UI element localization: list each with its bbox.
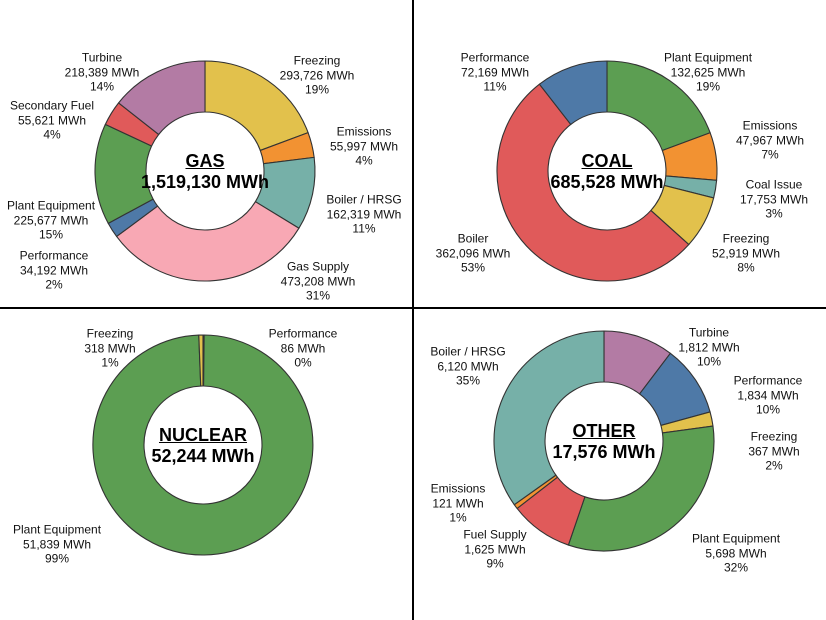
donut-slice-gas-turbine [118,60,206,136]
donut-other [493,330,715,552]
grid-divider-horizontal [0,307,826,309]
donut-slice-other-plant-equipment [567,425,715,552]
donut-coal [496,60,718,282]
donut-nuclear [92,334,314,556]
donut-slice-coal-plant-equipment [606,60,711,152]
grid-divider-vertical [412,0,414,620]
donut-slice-gas-gas-supply [116,201,300,282]
donut-slice-nuclear-freezing [198,334,204,387]
donut-slice-other-boiler-hrsg [493,330,605,506]
donut-slice-coal-performance [538,60,608,125]
donut-slice-nuclear-plant-equipment [92,334,314,556]
donut-slice-coal-boiler [496,83,690,282]
donut-slice-gas-freezing [204,60,309,151]
donut-gas [94,60,316,282]
